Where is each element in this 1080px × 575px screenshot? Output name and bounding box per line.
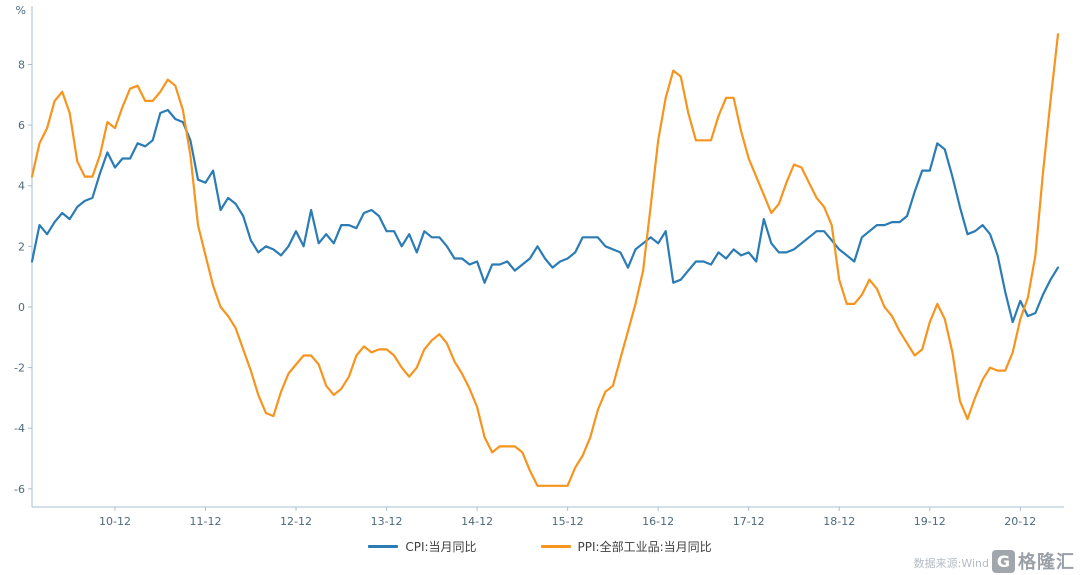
ppi-legend-label: PPI:全部工业品:当月同比 [577,540,712,554]
svg-text:18-12: 18-12 [823,515,855,528]
svg-text:19-12: 19-12 [914,515,946,528]
legend-item-cpi: CPI:当月同比 [368,538,477,555]
cpi-line-swatch [368,545,399,548]
legend-item-ppi: PPI:全部工业品:当月同比 [540,538,712,555]
gelonghui-watermark-text: 格隆汇 [1018,552,1075,573]
watermark-letter: G [996,551,1011,571]
svg-text:10-12: 10-12 [99,515,131,528]
svg-text:0: 0 [18,301,25,314]
svg-text:17-12: 17-12 [733,515,765,528]
svg-text:14-12: 14-12 [461,515,493,528]
svg-text:-4: -4 [14,422,25,435]
cpi-ppi-line-chart: % 8 6 4 2 0 -2 -4 -6 10-12 11-12 12-12 13-12 14-12 15… [14,4,1064,528]
svg-text:-6: -6 [14,483,25,496]
gelonghui-watermark: G 格隆汇 [992,548,1075,574]
svg-text:20-12: 20-12 [1004,515,1036,528]
svg-text:-2: -2 [14,362,25,375]
y-axis-unit-label: % [16,4,26,17]
data-source-text: 数据来源:Wind [913,557,989,570]
svg-text:15-12: 15-12 [552,515,584,528]
svg-text:6: 6 [18,119,25,132]
svg-text:4: 4 [18,180,25,193]
gelonghui-logo-icon: G [992,549,1015,573]
footer: 数据来源:Wind G 格隆汇 [914,548,1075,574]
chart-legend: CPI:当月同比 PPI:全部工业品:当月同比 [0,538,1080,555]
svg-text:11-12: 11-12 [190,515,222,528]
svg-text:8: 8 [18,58,25,71]
svg-text:2: 2 [18,240,25,253]
cpi-legend-label: CPI:当月同比 [405,540,477,554]
ppi-line-swatch [540,545,571,548]
svg-text:13-12: 13-12 [371,515,403,528]
svg-text:16-12: 16-12 [642,515,674,528]
svg-text:12-12: 12-12 [280,515,312,528]
